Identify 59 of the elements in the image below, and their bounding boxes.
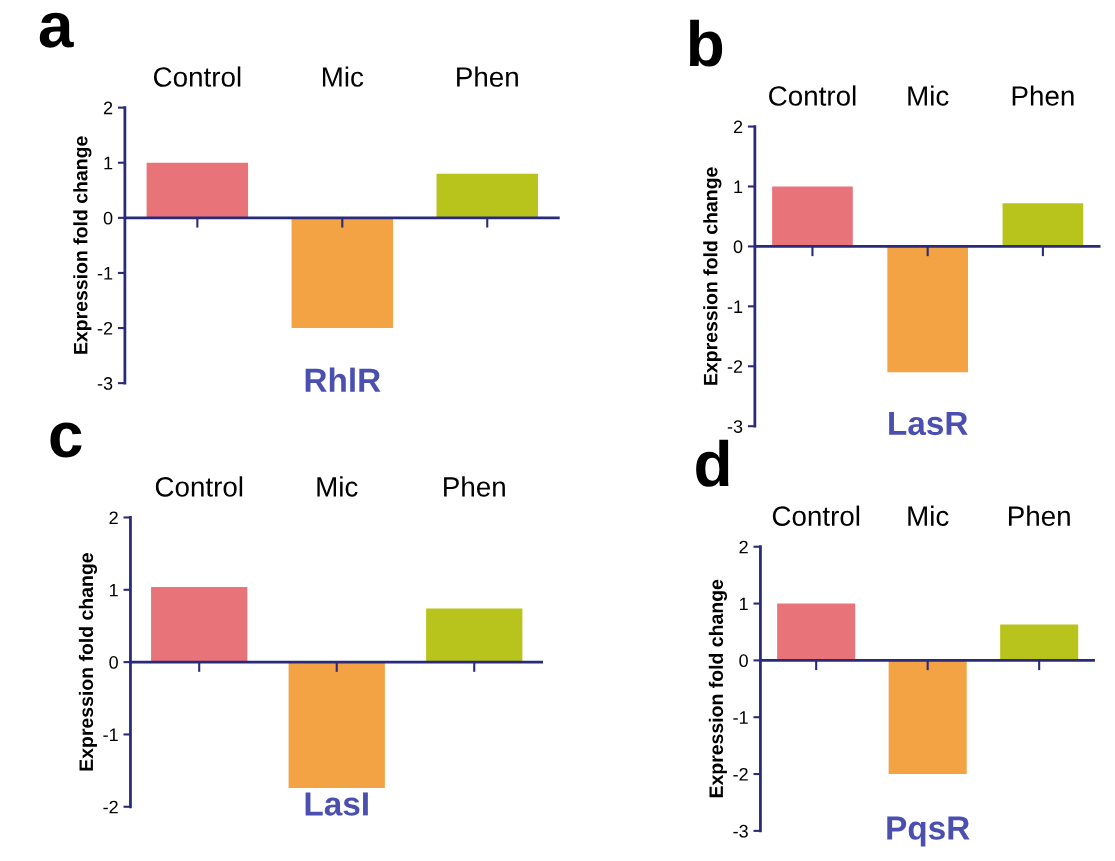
- y-tick-label: 2: [739, 540, 748, 554]
- x-tick-label: Mic: [322, 66, 364, 87]
- x-tick-label: Control: [154, 66, 241, 87]
- y-tick-label: -3: [733, 824, 748, 838]
- y-tick-label: 2: [103, 101, 113, 115]
- y-tick-label: -1: [727, 300, 743, 313]
- x-tick-label: Phen: [1009, 505, 1070, 526]
- y-tick-label: 1: [739, 597, 748, 611]
- bar: [777, 603, 856, 661]
- x-tick-label: Mic: [317, 476, 358, 497]
- y-tick-label: -3: [97, 377, 113, 390]
- x-tick-label: Control: [155, 476, 243, 497]
- y-tick-label: -2: [103, 800, 118, 814]
- chart-title: c: [50, 422, 82, 458]
- y-tick-label: -2: [97, 321, 113, 335]
- y-axis-title: Expression fold change: [703, 167, 722, 385]
- x-tick-label: Control: [772, 505, 860, 526]
- y-tick-label: 0: [103, 211, 113, 225]
- y-axis-title: Expression fold change: [78, 553, 98, 771]
- y-tick-label: -3: [727, 420, 743, 433]
- x-axis-title: PqsR: [887, 816, 970, 847]
- bar: [291, 217, 394, 329]
- y-tick-label: -1: [97, 267, 113, 280]
- x-tick-label: Phen: [457, 66, 518, 87]
- x-axis-title: LasR: [889, 411, 968, 436]
- y-tick-label: 0: [733, 240, 743, 254]
- chart-title: a: [39, 12, 74, 48]
- bar: [888, 660, 967, 775]
- y-tick-label: 2: [109, 511, 118, 524]
- bar: [1000, 624, 1079, 661]
- bar: [1002, 203, 1084, 247]
- y-tick-label: -2: [733, 767, 748, 781]
- x-tick-label: Mic: [908, 85, 949, 106]
- bar: [146, 162, 249, 218]
- bar: [288, 662, 385, 788]
- y-tick-label: -1: [103, 728, 118, 741]
- chart-title: b: [689, 19, 723, 67]
- bar: [436, 173, 538, 218]
- x-tick-label: Mic: [908, 505, 949, 526]
- bar: [426, 608, 523, 663]
- y-tick-label: 1: [109, 583, 118, 597]
- x-axis-title: RhlR: [305, 367, 381, 392]
- y-tick-label: 2: [733, 120, 743, 134]
- y-tick-label: 0: [739, 654, 748, 668]
- y-tick-label: 1: [104, 156, 113, 170]
- y-tick-label: -1: [733, 711, 748, 724]
- bar: [772, 186, 853, 247]
- y-tick-label: 0: [109, 656, 118, 669]
- bar: [887, 246, 969, 373]
- y-tick-label: -2: [727, 360, 743, 373]
- x-tick-label: Phen: [444, 476, 505, 497]
- x-tick-label: Control: [769, 85, 856, 106]
- bar: [151, 586, 248, 663]
- chart-title: d: [696, 439, 729, 487]
- y-axis-title: Expression fold change: [73, 136, 92, 354]
- y-axis-title: Expression fold change: [708, 579, 728, 798]
- x-axis-title: LasI: [305, 792, 368, 816]
- x-tick-label: Phen: [1012, 85, 1074, 106]
- y-tick-label: 1: [734, 180, 743, 194]
